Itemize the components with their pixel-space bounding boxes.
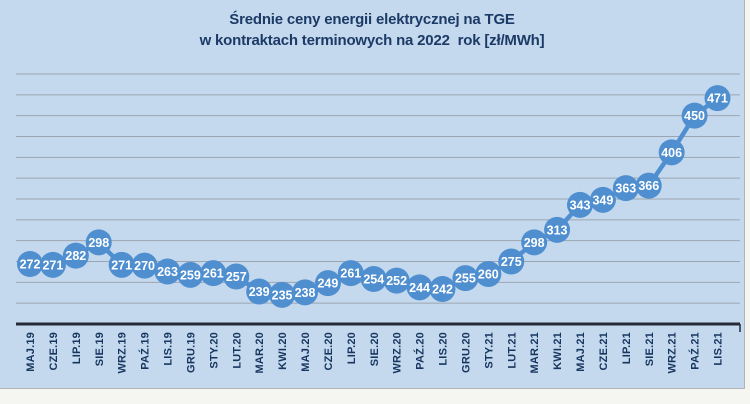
data-point-label: 249: [317, 277, 338, 291]
chart-title-line-1: Średnie ceny energii elektrycznej na TGE: [229, 11, 515, 28]
data-point-label: 257: [226, 270, 247, 284]
data-point-label: 260: [478, 268, 499, 282]
x-axis-tick-label: MAJ.21: [575, 332, 587, 372]
x-axis-tick-label: KWI.21: [552, 332, 564, 370]
chart-panel: 272 271 282 298 271 270 263 259 261 257 239 235 238 2…: [0, 0, 745, 389]
data-point-marker: [154, 258, 181, 285]
chart-title-line-2: w kontraktach terminowych na 2022 rok [z…: [199, 32, 545, 49]
x-axis-tick-label: LIS.21: [713, 332, 725, 366]
data-point-marker: [383, 267, 410, 294]
x-axis-tick-label: LIP.20: [346, 332, 358, 364]
data-point-marker: [475, 261, 502, 287]
data-point-label: 298: [88, 236, 109, 250]
data-point-label: 259: [180, 268, 201, 282]
data-point-marker: [567, 191, 593, 218]
x-axis-tick-label: GRU.19: [185, 332, 197, 373]
x-axis-tick-label: LUT.20: [231, 332, 243, 369]
data-point-marker: [17, 251, 43, 277]
data-point-marker: [544, 216, 571, 243]
data-point-label: 471: [707, 92, 728, 106]
data-point-marker: [658, 139, 685, 166]
data-point-label: 282: [65, 249, 86, 263]
data-point-marker: [108, 251, 135, 278]
data-point-marker: [681, 102, 708, 129]
x-axis-tick-label: GRU.20: [460, 332, 472, 373]
data-point-label: 263: [157, 265, 178, 279]
data-point-marker: [406, 274, 433, 301]
data-point-marker: [498, 248, 525, 275]
x-axis-tick-label: CZE.19: [48, 332, 60, 371]
chart-title: Średnie ceny energii elektrycznej na TGE…: [0, 9, 744, 51]
data-point-label: 271: [42, 258, 63, 272]
data-point-label: 271: [111, 258, 132, 272]
data-point-marker: [612, 175, 639, 202]
x-axis-tick-label: LIS.19: [163, 332, 175, 366]
data-point-label: 313: [547, 223, 568, 237]
data-point-label: 275: [501, 255, 522, 269]
x-axis-tick-label: PAŹ.20: [414, 332, 427, 370]
x-axis-tick-label: CZE.20: [323, 332, 335, 371]
data-point-marker: [223, 263, 250, 290]
data-point-label: 349: [592, 193, 613, 207]
data-point-label: 363: [615, 182, 636, 196]
data-point-label: 235: [272, 288, 293, 302]
data-point-marker: [246, 278, 273, 305]
x-axis-tick-label: MAJ.20: [300, 332, 312, 372]
x-axis-tick-label: WRZ.21: [667, 332, 679, 374]
x-axis-tick-label: WRZ.19: [117, 332, 129, 374]
data-point-label: 343: [570, 198, 591, 212]
data-point-label: 366: [638, 179, 659, 193]
x-axis-tick-label: LUT.21: [506, 332, 518, 369]
data-point-marker: [429, 276, 456, 302]
x-axis-tick-label: CZE.21: [598, 332, 610, 371]
x-axis-tick-label: LIP.19: [71, 332, 83, 364]
x-axis-tick-label: PAŹ.21: [689, 332, 702, 370]
data-point-marker: [521, 229, 548, 256]
data-point-marker: [337, 260, 364, 287]
data-point-label: 255: [455, 272, 476, 286]
x-axis-tick-label: MAR.21: [529, 332, 541, 374]
data-point-label: 239: [249, 285, 270, 299]
data-point-label: 261: [340, 267, 361, 281]
data-point-marker: [314, 270, 341, 297]
data-point-label: 298: [524, 236, 545, 250]
data-point-label: 254: [363, 273, 384, 287]
x-axis-tick-label: WRZ.20: [392, 332, 404, 374]
x-axis-tick-label: MAJ.19: [25, 332, 37, 372]
data-point-marker: [452, 265, 479, 292]
x-axis-tick-label: LIP.21: [621, 332, 633, 364]
x-axis-tick-label: SIE.21: [644, 332, 656, 366]
data-point-marker: [85, 229, 112, 256]
x-axis-tick-label: MAR.20: [254, 332, 266, 374]
data-point-marker: [177, 261, 204, 288]
data-point-label: 244: [409, 281, 430, 295]
data-point-label: 450: [684, 109, 705, 123]
data-point-marker: [704, 85, 731, 112]
data-point-label: 270: [134, 259, 155, 273]
x-axis-tick-label: STY.21: [483, 332, 495, 369]
data-point-label: 238: [295, 286, 316, 300]
data-point-marker: [269, 281, 296, 308]
data-point-marker: [62, 242, 89, 269]
data-point-marker: [589, 186, 616, 213]
data-point-label: 252: [386, 274, 407, 288]
x-axis-tick-label: KWI.20: [277, 332, 289, 370]
data-point-label: 242: [432, 283, 453, 297]
data-point-marker: [131, 252, 158, 279]
data-point-marker: [292, 279, 318, 306]
data-point-marker: [360, 266, 387, 292]
data-point-marker: [200, 260, 227, 287]
x-axis-tick-label: LIS.20: [438, 332, 450, 366]
x-axis-tick-label: STY.20: [208, 332, 220, 369]
data-point-label: 261: [203, 267, 224, 281]
x-axis-tick-label: SIE.20: [369, 332, 381, 366]
x-axis-tick-label: SIE.19: [94, 332, 106, 366]
data-point-marker: [635, 172, 662, 199]
data-point-label: 406: [661, 146, 682, 160]
x-axis-tick-label: PAŹ.19: [139, 332, 152, 370]
data-point-label: 272: [20, 258, 41, 272]
data-point-marker: [39, 251, 66, 278]
